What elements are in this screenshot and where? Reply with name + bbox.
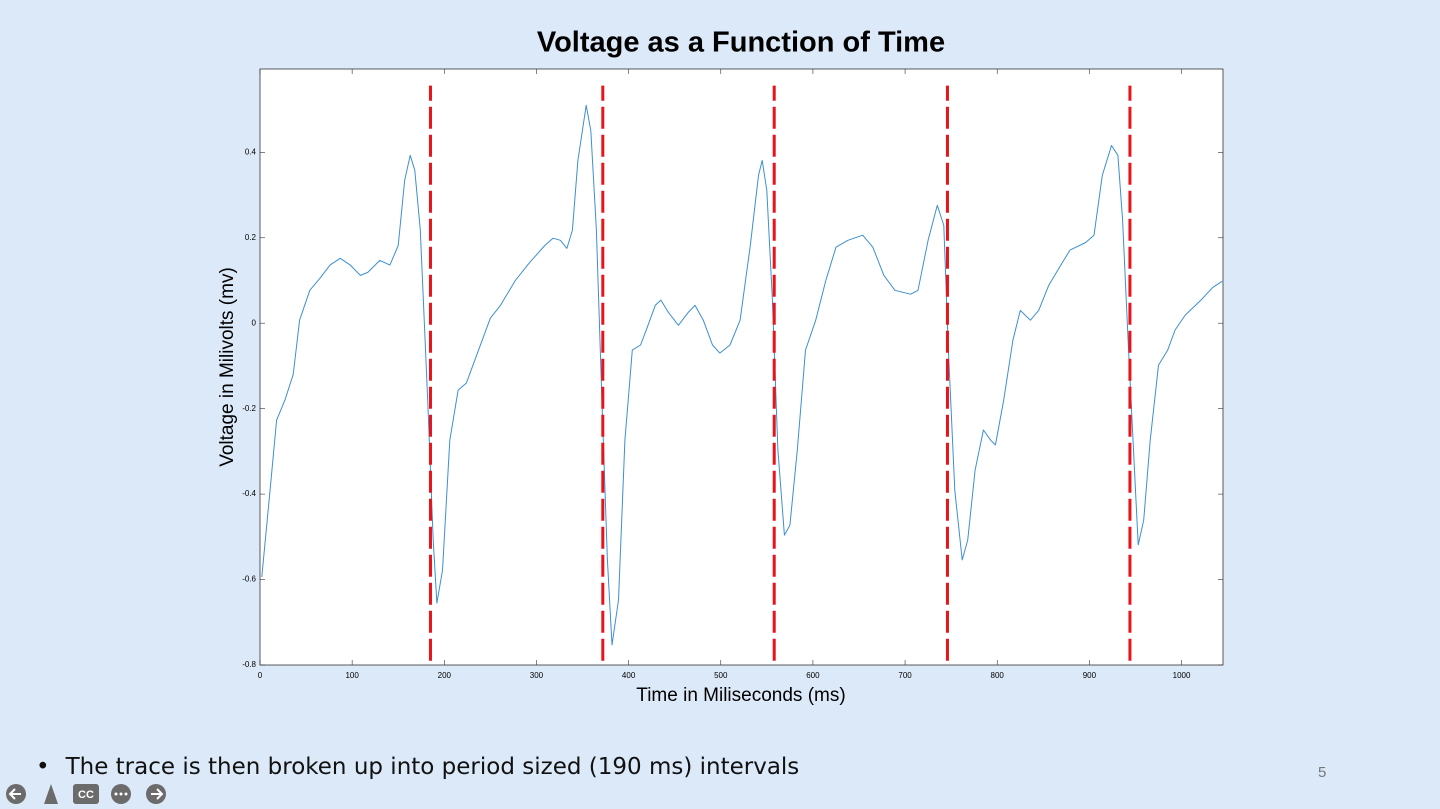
bullet-item: • The trace is then broken up into period… <box>36 754 800 780</box>
x-axis-label: Time in Miliseconds (ms) <box>636 685 845 706</box>
icon <box>114 792 118 796</box>
x-tick-label: 700 <box>898 671 912 680</box>
icon <box>124 792 128 796</box>
icon <box>151 788 164 800</box>
x-tick-label: 800 <box>991 671 1005 680</box>
bullet-text: The trace is then broken up into period … <box>65 754 800 780</box>
trace-line <box>261 104 1223 646</box>
x-tick-label: 600 <box>806 671 820 680</box>
plot-area <box>259 68 1224 666</box>
y-axis-label: Voltage in Milivolts (mv) <box>217 267 238 467</box>
y-tick-label: 0 <box>252 318 257 327</box>
x-tick-label: 200 <box>438 671 452 680</box>
x-tick-label: 0 <box>258 671 263 680</box>
y-tick-label: -0.2 <box>242 404 256 413</box>
y-tick-label: 0.2 <box>245 233 257 242</box>
x-tick-label: 1000 <box>1173 671 1191 680</box>
pointer-button[interactable] <box>44 784 58 804</box>
x-tick-label: 300 <box>530 671 544 680</box>
x-tick-label: 900 <box>1083 671 1097 680</box>
y-tick-label: 0.4 <box>245 147 257 156</box>
nav-controls: CC <box>6 784 166 804</box>
y-tick-label: -0.8 <box>242 660 256 669</box>
x-tick-label: 400 <box>622 671 636 680</box>
icon <box>119 792 123 796</box>
chart-title: Voltage as a Function of Time <box>537 27 945 59</box>
x-tick-label: 500 <box>714 671 728 680</box>
y-tick-label: -0.6 <box>242 575 256 584</box>
y-tick-label: -0.4 <box>242 489 256 498</box>
cc-label: CC <box>78 789 94 801</box>
x-tick-label: 100 <box>345 671 359 680</box>
page-number: 5 <box>1318 764 1327 781</box>
cc-button[interactable] <box>73 784 99 804</box>
icon <box>8 788 21 800</box>
